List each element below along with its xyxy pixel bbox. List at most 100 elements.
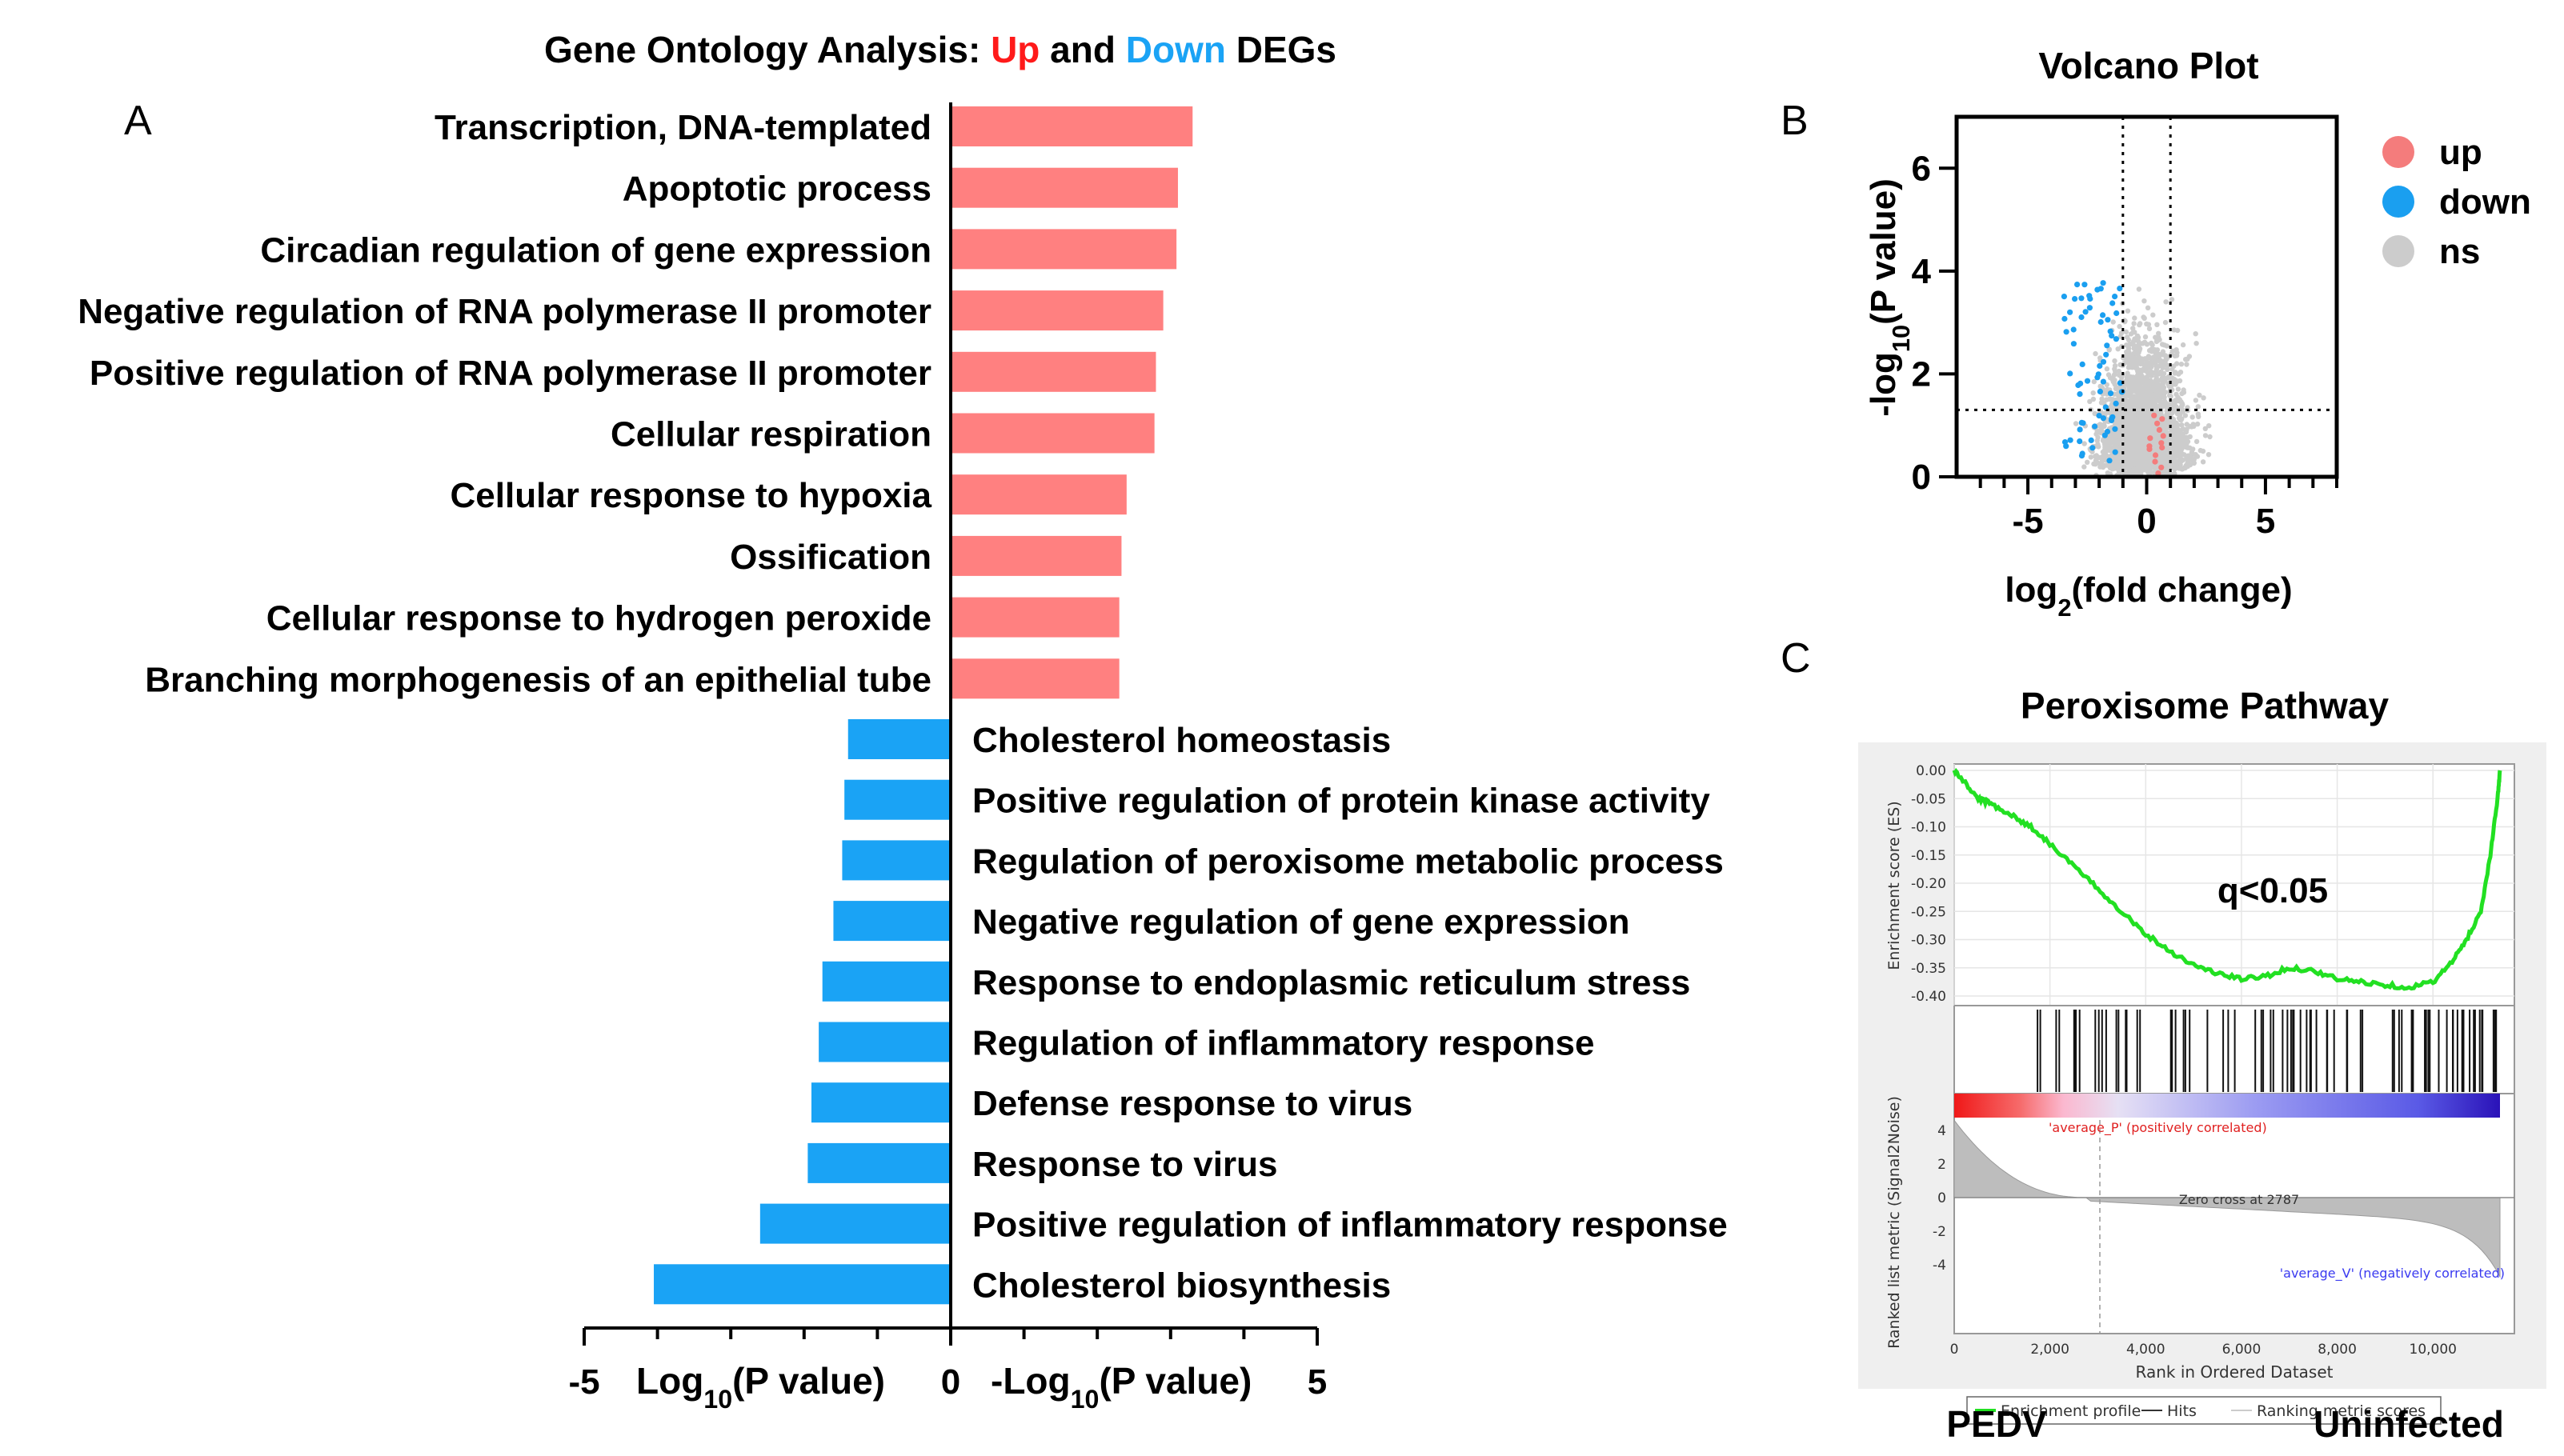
ns-point <box>2124 349 2129 355</box>
ns-point <box>2154 395 2161 402</box>
ns-point <box>2107 465 2113 471</box>
down-point <box>2109 300 2116 306</box>
down-point <box>2100 378 2106 385</box>
hit-lines <box>2037 1010 2498 1092</box>
ns-point <box>2136 350 2141 355</box>
ns-point <box>2175 458 2181 465</box>
rank-x-tick-label: 0 <box>1950 1342 1959 1358</box>
ns-point <box>2117 395 2122 401</box>
ns-point <box>2125 424 2131 430</box>
up-category-label: Transcription, DNA-templated <box>435 108 931 147</box>
down-category-label: Regulation of inflammatory response <box>972 1024 1594 1063</box>
ns-point <box>2146 326 2153 332</box>
down-point <box>2103 351 2109 358</box>
ns-point <box>2087 398 2093 405</box>
down-point <box>2077 426 2083 433</box>
down-category-label: Response to endoplasmic reticulum stress <box>972 963 1690 1002</box>
ns-point <box>2180 402 2185 408</box>
down-point <box>2067 370 2073 377</box>
ns-point <box>2093 454 2098 459</box>
ns-point <box>2125 415 2130 421</box>
down-bar <box>822 961 951 1002</box>
ns-point <box>2175 386 2181 392</box>
ns-point <box>2148 422 2154 428</box>
gsea-legend-box <box>1966 1396 2442 1425</box>
ns-point <box>2132 315 2137 321</box>
up-point <box>2159 444 2165 451</box>
down-bar <box>759 1203 951 1244</box>
up-point <box>2160 433 2166 439</box>
ns-point <box>2183 429 2189 435</box>
metric-y-ticks: 4 2 0 -2 -4 <box>1933 1123 1946 1274</box>
ns-point <box>2167 393 2173 398</box>
ns-point <box>2153 338 2160 345</box>
volcano-x-tick-label: 5 <box>2256 502 2275 541</box>
metric-y-tick-label: 4 <box>1937 1123 1946 1139</box>
x-tick-label: -5 <box>568 1362 599 1402</box>
ns-point <box>2182 413 2189 418</box>
down-point <box>2072 296 2078 302</box>
legend-enrichment-label: Enrichment profile <box>2001 1402 2141 1420</box>
down-point <box>2079 361 2085 367</box>
ns-point <box>2140 378 2146 383</box>
rank-heatmap-bar <box>1954 1094 2500 1118</box>
ns-point <box>2193 341 2199 346</box>
down-point <box>2077 438 2083 445</box>
ns-point <box>2090 390 2096 396</box>
ns-point <box>2194 421 2201 427</box>
ns-point <box>2162 319 2169 326</box>
ns-point <box>2135 430 2141 436</box>
ns-point <box>2123 329 2129 335</box>
down-point <box>2082 309 2089 315</box>
ns-point <box>2091 378 2097 385</box>
ns-point <box>2124 381 2129 387</box>
ns-point <box>2101 422 2107 428</box>
ns-point <box>2128 419 2133 425</box>
ns-point <box>2173 449 2179 454</box>
ns-point <box>2169 366 2175 372</box>
down-point <box>2096 413 2102 419</box>
ns-point <box>2194 454 2201 459</box>
ns-point <box>2096 444 2101 450</box>
down-point <box>2113 336 2119 342</box>
es-y-ticks: 0.00 -0.05 -0.10 -0.15 -0.20 -0.25 -0.30 -0.35 -… <box>1911 763 1946 1005</box>
uninfected-group-label: Uninfected <box>2314 1403 2504 1445</box>
up-bar <box>951 535 1122 576</box>
ns-point <box>2178 446 2185 452</box>
ns-point <box>2153 402 2158 407</box>
up-point <box>2151 412 2157 418</box>
metric-y-tick-label: 0 <box>1937 1190 1946 1206</box>
ns-point <box>2189 450 2195 456</box>
ranking-metric-area <box>1953 1118 2501 1278</box>
ns-point <box>2136 345 2141 351</box>
ns-point <box>2126 375 2132 382</box>
rank-x-tick-label: 4,000 <box>2126 1342 2165 1358</box>
q-value-annotation: q<0.05 <box>2217 871 2328 910</box>
ns-point <box>2145 305 2151 310</box>
ns-point <box>2149 340 2154 346</box>
ns-legend-swatch <box>2382 235 2414 267</box>
ns-point <box>2200 448 2206 454</box>
ns-point <box>2110 378 2116 383</box>
down-point <box>2100 280 2106 286</box>
ns-point <box>2105 435 2112 442</box>
x-axis-label-left: Log10(P value) <box>636 1360 885 1414</box>
ns-point <box>2136 385 2141 390</box>
up-category-labels: Transcription, DNA-templated Apoptotic pr… <box>78 108 931 699</box>
ns-point <box>2180 342 2186 348</box>
down-bar <box>811 1082 951 1123</box>
ns-point <box>2136 286 2142 292</box>
down-bar <box>654 1264 951 1305</box>
es-y-tick-label: -0.25 <box>1911 904 1946 920</box>
ns-point <box>2170 430 2176 435</box>
up-category-label: Circadian regulation of gene expression <box>260 230 931 270</box>
ns-point <box>2160 456 2165 462</box>
ns-point <box>2092 410 2097 417</box>
down-category-label: Response to virus <box>972 1145 1277 1184</box>
up-point <box>2155 470 2161 477</box>
ns-point <box>2124 342 2129 348</box>
gsea-title: Peroxisome Pathway <box>2021 685 2390 726</box>
volcano-points <box>2061 280 2213 478</box>
ns-point <box>2136 354 2141 360</box>
ns-point <box>2163 299 2169 305</box>
